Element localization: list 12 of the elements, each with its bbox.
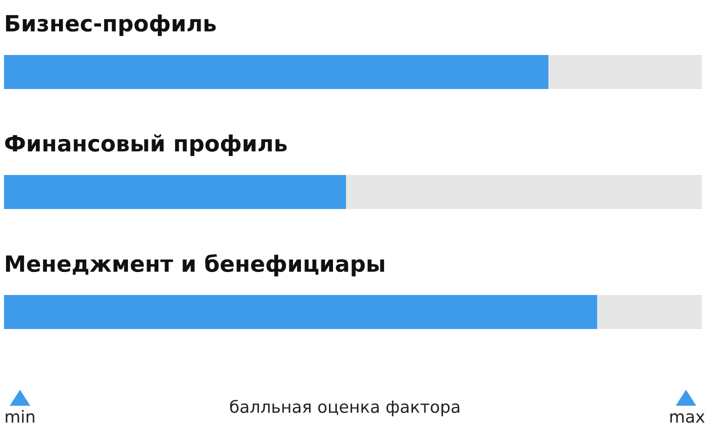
- y-tick-label: Бизнес-профиль: [6, 14, 216, 36]
- text: min: [6, 410, 34, 423]
- bar: [346, 175, 702, 209]
- y-tick-label: Менеджмент и бенефициары: [6, 254, 384, 276]
- bar: [4, 175, 346, 209]
- y-tick-label: Финансовый профиль: [5, 134, 287, 156]
- text: балльная оценка фактора: [230, 400, 460, 416]
- bar: [4, 295, 598, 329]
- bar: [597, 295, 702, 329]
- text: max: [670, 413, 705, 423]
- bar: [4, 55, 548, 89]
- bar: [548, 55, 702, 89]
